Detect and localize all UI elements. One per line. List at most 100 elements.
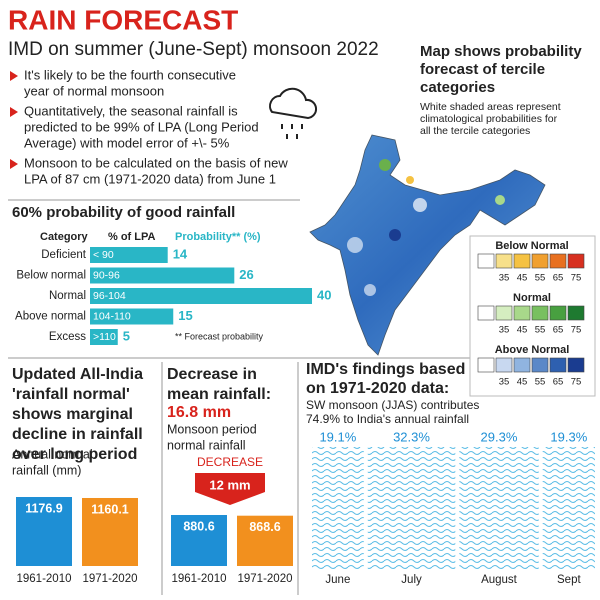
chart-title: IMD's findings based <box>306 361 465 378</box>
chart-title: decline in rainfall <box>12 426 143 443</box>
badge: DECREASE <box>197 455 263 469</box>
value-label: 5 <box>123 328 130 343</box>
legend-swatch <box>477 305 495 321</box>
title: RAIN FORECAST <box>8 4 238 35</box>
difference: 12 mm <box>209 477 250 492</box>
category-label: July <box>401 574 422 586</box>
category-label: 1971-2020 <box>238 573 293 585</box>
map-title: forecast of tercile <box>420 61 545 78</box>
chart-title: shows marginal <box>12 406 133 423</box>
bullet-text: predicted to be 99% of LPA (Long Period <box>24 119 259 134</box>
legend-swatch <box>567 305 585 321</box>
legend-swatch <box>477 253 495 269</box>
legend-swatch <box>531 357 549 373</box>
legend-tick-label: 65 <box>553 377 564 388</box>
bar <box>90 308 174 325</box>
chart-title: 60% probability of good rainfall <box>12 204 235 221</box>
legend-tick-label: 45 <box>517 377 528 388</box>
range-label: < 90 <box>93 249 114 261</box>
chart-title: 'rainfall normal' <box>12 386 130 403</box>
legend-swatch <box>549 357 567 373</box>
wave-column <box>312 447 364 570</box>
legend-swatch <box>495 357 513 373</box>
legend-title: Below Normal <box>495 240 568 252</box>
chart-title: on 1971-2020 data: <box>306 380 449 397</box>
range-label: 96-104 <box>93 290 126 302</box>
legend-swatch <box>531 305 549 321</box>
legend-swatch <box>531 253 549 269</box>
subtitle: IMD on summer (June-Sept) monsoon 2022 <box>8 39 379 60</box>
footnote: ** Forecast probability <box>175 331 264 341</box>
bar <box>16 497 72 566</box>
chart-title: Decrease in <box>167 366 257 383</box>
category-label: Below normal <box>16 270 86 282</box>
legend-tick-label: 55 <box>535 325 546 336</box>
legend-tick-label: 75 <box>571 377 582 388</box>
chart-subtitle: Monsoon period <box>167 422 257 436</box>
category-label: 1961-2010 <box>172 573 227 585</box>
map-title: Map shows probability <box>420 43 582 60</box>
bullet-text: Monsoon to be calculated on the basis of… <box>24 155 288 170</box>
bullet-text: Quantitatively, the seasonal rainfall is <box>24 103 238 118</box>
range-label: 104-110 <box>93 310 131 322</box>
map-title: categories <box>420 79 495 96</box>
range-label: 90-96 <box>93 269 120 281</box>
value-label: 1176.9 <box>25 501 63 515</box>
category-label: Deficient <box>41 249 87 261</box>
range-label: >110 <box>93 331 116 343</box>
value-label: 1160.1 <box>91 502 129 516</box>
column-header: Probability** (%) <box>175 231 261 243</box>
chart-subtitle: 74.9% to India's annual rainfall <box>306 412 469 426</box>
legend-swatch <box>567 253 585 269</box>
legend-swatch <box>495 253 513 269</box>
bar <box>90 267 235 284</box>
map-note: White shaded areas represent <box>420 101 561 113</box>
value-label: 32.3% <box>393 429 430 444</box>
value-label: 880.6 <box>183 519 214 533</box>
bullet-text: It's likely to be the fourth consecutive <box>24 67 236 82</box>
chart-subtitle: SW monsoon (JJAS) contributes <box>306 398 479 412</box>
bullet-text: LPA of 87 cm (1971-2020 data) from June … <box>24 171 276 186</box>
column-header: Category <box>40 231 89 243</box>
highlight: 16.8 mm <box>167 404 231 421</box>
wave-column <box>367 447 456 570</box>
legend-tick-label: 75 <box>571 325 582 336</box>
legend-swatch <box>477 357 495 373</box>
map-note: climatological probabilities for <box>420 113 558 125</box>
legend-swatch <box>513 305 531 321</box>
legend-tick-label: 75 <box>571 273 582 284</box>
bullet-text: Average) with model error of +\- 5% <box>24 135 230 150</box>
legend-swatch <box>549 253 567 269</box>
legend-tick-label: 65 <box>553 325 564 336</box>
legend-swatch <box>513 357 531 373</box>
legend-swatch <box>549 305 567 321</box>
bullet-marker <box>10 159 18 169</box>
legend-tick-label: 65 <box>553 273 564 284</box>
legend-title: Above Normal <box>495 344 570 356</box>
chart-title: mean rainfall: <box>167 386 271 403</box>
value-label: 19.3% <box>550 429 587 444</box>
wave-column <box>459 447 539 570</box>
legend-title: Normal <box>513 292 551 304</box>
map <box>309 134 546 356</box>
chart-title: over long period <box>12 446 137 463</box>
value-label: 14 <box>173 246 188 261</box>
value-label: 868.6 <box>249 520 280 534</box>
chart-subtitle: rainfall (mm) <box>12 463 81 477</box>
value-label: 29.3% <box>481 429 518 444</box>
category-label: Normal <box>49 290 86 302</box>
bar <box>237 515 293 566</box>
map-note: all the tercile categories <box>420 125 530 137</box>
legend-tick-label: 55 <box>535 377 546 388</box>
category-label: August <box>481 574 518 586</box>
legend-tick-label: 35 <box>499 273 510 284</box>
category-label: Excess <box>49 331 86 343</box>
chart-title: Updated All-India <box>12 366 143 383</box>
bar <box>90 329 118 345</box>
legend-tick-label: 55 <box>535 273 546 284</box>
bar <box>171 515 227 566</box>
bar <box>90 247 168 263</box>
bar <box>90 288 312 304</box>
bullet-text: year of normal monsoon <box>24 83 164 98</box>
bullet-marker <box>10 107 18 117</box>
